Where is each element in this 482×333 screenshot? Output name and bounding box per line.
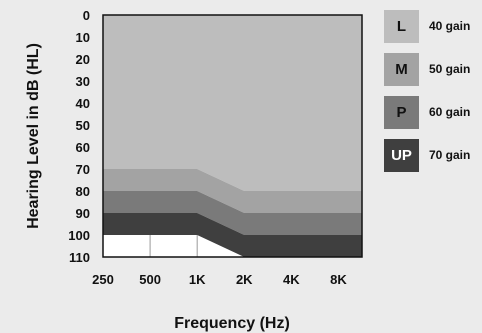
legend: L 40 gain M 50 gain P 60 gain UP 70 gain xyxy=(384,10,482,182)
y-tick-label: 110 xyxy=(69,250,90,265)
x-axis-ticks: 250 500 1K 2K 4K 8K xyxy=(92,272,347,287)
grid-lines xyxy=(149,235,198,257)
legend-item-up: UP 70 gain xyxy=(384,139,482,182)
legend-label: 40 gain xyxy=(429,19,471,33)
x-tick-label: 4K xyxy=(283,272,300,287)
y-tick-label: 50 xyxy=(76,118,90,133)
y-tick-label: 0 xyxy=(83,8,90,23)
legend-label: 50 gain xyxy=(429,62,471,76)
legend-item-l: L 40 gain xyxy=(384,10,482,53)
band-up xyxy=(103,213,362,257)
legend-swatch: L xyxy=(384,10,419,43)
band-m xyxy=(103,169,362,213)
x-tick-label: 1K xyxy=(189,272,206,287)
legend-item-p: P 60 gain xyxy=(384,96,482,139)
y-tick-label: 60 xyxy=(76,140,90,155)
y-tick-label: 40 xyxy=(76,96,90,111)
y-tick-label: 90 xyxy=(76,206,90,221)
y-tick-label: 70 xyxy=(76,162,90,177)
x-tick-label: 250 xyxy=(92,272,114,287)
x-tick-label: 8K xyxy=(330,272,347,287)
legend-swatch: P xyxy=(384,96,419,129)
legend-label: 60 gain xyxy=(429,105,471,119)
x-axis-title: Frequency (Hz) xyxy=(174,315,290,332)
band-l xyxy=(103,15,362,191)
gain-bands xyxy=(103,15,362,257)
y-axis-ticks: 0 10 20 30 40 50 60 70 80 90 100 110 xyxy=(68,8,90,265)
y-tick-label: 10 xyxy=(76,30,90,45)
legend-swatch: UP xyxy=(384,139,419,172)
band-p xyxy=(103,191,362,235)
x-tick-label: 2K xyxy=(236,272,253,287)
x-tick-label: 500 xyxy=(139,272,161,287)
legend-item-m: M 50 gain xyxy=(384,53,482,96)
y-tick-label: 80 xyxy=(76,184,90,199)
y-axis-title: Hearing Level in dB (HL) xyxy=(25,43,42,229)
legend-swatch: M xyxy=(384,53,419,86)
legend-label: 70 gain xyxy=(429,148,471,162)
y-tick-label: 30 xyxy=(76,74,90,89)
plot-border xyxy=(102,14,363,258)
y-tick-label: 20 xyxy=(76,52,90,67)
y-tick-label: 100 xyxy=(68,228,90,243)
